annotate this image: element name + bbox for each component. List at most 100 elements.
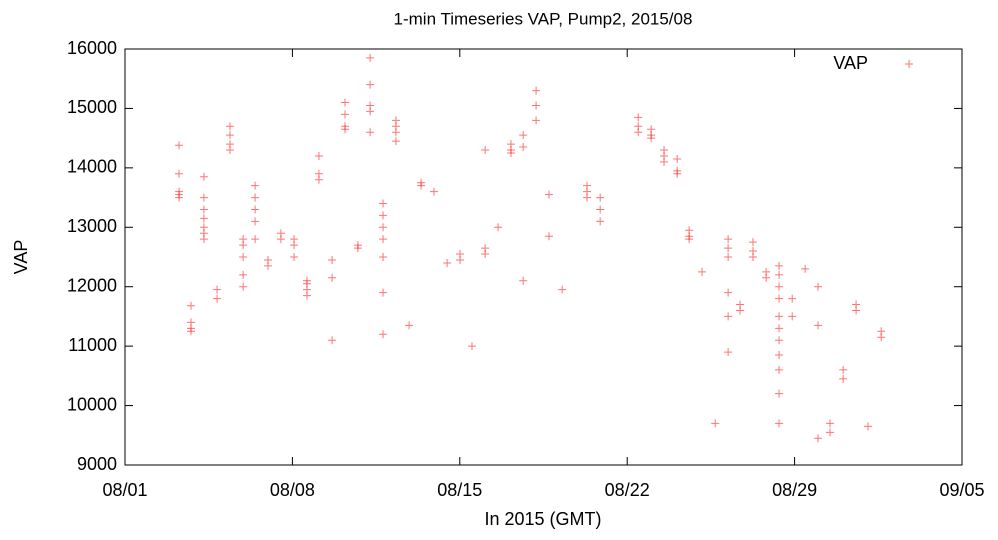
y-tick-label: 14000 <box>67 157 117 177</box>
data-point <box>532 101 541 110</box>
data-point <box>532 86 541 95</box>
data-point <box>251 205 260 214</box>
y-tick-label: 9000 <box>77 454 117 474</box>
data-point <box>775 282 784 291</box>
data-point <box>775 419 784 428</box>
y-tick-label: 15000 <box>67 97 117 117</box>
y-tick-label: 16000 <box>67 38 117 58</box>
data-point <box>239 270 248 279</box>
data-point <box>199 193 208 202</box>
data-point <box>276 229 285 238</box>
data-point <box>724 288 733 297</box>
data-point <box>379 330 388 339</box>
data-point <box>175 187 184 196</box>
data-point <box>251 193 260 202</box>
data-point <box>775 351 784 360</box>
data-point <box>366 101 375 110</box>
data-point <box>417 178 426 187</box>
data-point <box>506 140 515 149</box>
x-tick-label: 08/08 <box>270 480 315 500</box>
data-point <box>877 327 886 336</box>
data-point <box>814 282 823 291</box>
data-point <box>532 116 541 125</box>
data-point <box>379 223 388 232</box>
x-tick-label: 08/22 <box>605 480 650 500</box>
data-point <box>545 190 553 199</box>
data-point <box>175 169 184 178</box>
y-tick-label: 12000 <box>67 275 117 295</box>
data-point <box>379 211 388 220</box>
data-point <box>788 294 797 303</box>
data-point <box>814 434 823 443</box>
y-tick-label: 11000 <box>68 335 117 355</box>
data-point <box>213 294 222 303</box>
data-point <box>775 312 784 321</box>
data-point <box>775 389 784 398</box>
x-tick-label: 08/01 <box>102 480 147 500</box>
data-point <box>481 146 490 155</box>
y-tick-label: 13000 <box>67 216 117 236</box>
data-point <box>456 250 465 259</box>
data-point <box>328 273 337 282</box>
data-point <box>239 253 248 261</box>
data-point <box>775 294 784 303</box>
data-point <box>341 110 350 119</box>
data-point <box>225 131 234 140</box>
data-point <box>239 235 248 244</box>
data-point <box>314 151 323 160</box>
data-point <box>545 232 553 241</box>
data-point <box>839 365 848 374</box>
data-point <box>290 235 299 244</box>
data-point <box>379 288 388 297</box>
data-point <box>634 122 643 131</box>
data-point <box>405 321 414 330</box>
data-point <box>314 169 323 178</box>
data-point <box>685 226 694 235</box>
data-point <box>366 53 375 62</box>
data-point <box>302 276 311 285</box>
data-point <box>391 116 400 125</box>
data-point <box>724 244 733 253</box>
data-point <box>290 253 299 261</box>
data-point <box>328 255 337 264</box>
plot-frame <box>124 48 963 466</box>
data-point <box>583 181 592 190</box>
y-axis-label: VAP <box>11 240 31 275</box>
data-point <box>736 300 745 309</box>
legend-marker <box>905 60 913 68</box>
data-point <box>596 217 605 226</box>
data-point <box>225 122 234 131</box>
data-point <box>634 113 643 122</box>
data-point <box>724 312 733 321</box>
data-point <box>391 137 400 146</box>
data-point <box>199 205 208 214</box>
data-point <box>353 241 362 250</box>
data-point <box>775 365 784 374</box>
data-point <box>519 143 528 152</box>
data-point <box>596 193 605 202</box>
data-point <box>429 187 438 196</box>
data-point <box>251 235 260 244</box>
data-point <box>711 419 720 428</box>
data-point <box>775 261 784 270</box>
data-point <box>175 141 184 150</box>
x-axis-label: In 2015 (GMT) <box>484 509 601 529</box>
data-point <box>443 258 452 267</box>
data-point <box>748 247 757 256</box>
data-point <box>788 312 797 321</box>
data-point <box>558 285 567 294</box>
data-point <box>199 172 208 181</box>
data-point <box>366 128 375 137</box>
data-point <box>379 199 388 208</box>
data-point <box>481 244 490 253</box>
data-point <box>379 253 388 261</box>
chart-title: 1-min Timeseries VAP, Pump2, 2015/08 <box>394 9 693 28</box>
data-point <box>647 125 656 134</box>
data-point <box>775 270 784 279</box>
data-point <box>724 253 733 261</box>
legend-label: VAP <box>833 53 868 73</box>
data-point <box>864 422 873 431</box>
data-point <box>852 300 861 309</box>
data-point <box>724 348 733 357</box>
